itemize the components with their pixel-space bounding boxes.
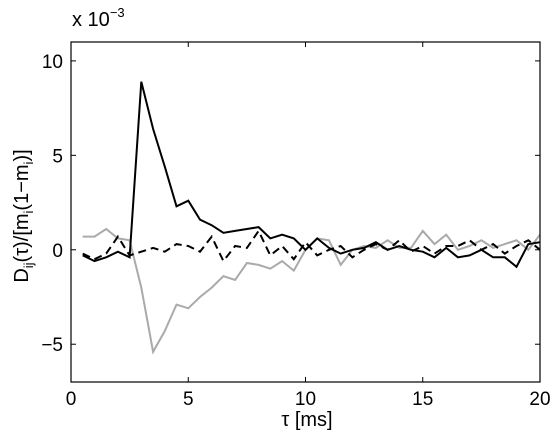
x-tick-label: 10 xyxy=(295,389,316,410)
x-tick-label: 20 xyxy=(529,389,550,410)
ticks-layer: 0 5 10 15 20 −5 0 5 10 xyxy=(41,42,551,410)
x-axis-label: τ [ms] xyxy=(281,409,332,431)
x-tick-label: 5 xyxy=(183,389,194,410)
x-tick-label: 15 xyxy=(412,389,433,410)
y-tick-label: 0 xyxy=(52,241,63,262)
series-layer xyxy=(82,81,541,355)
y-tick-label: 5 xyxy=(52,146,63,167)
series-line-1 xyxy=(82,81,541,269)
y-tick-label: 10 xyxy=(42,52,63,73)
y-tick-label: −5 xyxy=(41,335,63,356)
y-axis-label: Dij(τ)/[mi(1−mi)] xyxy=(11,149,36,282)
x-tick-label: 0 xyxy=(66,389,77,410)
series-line-2 xyxy=(82,228,541,263)
exponent-label: x 10−3 xyxy=(72,5,125,31)
